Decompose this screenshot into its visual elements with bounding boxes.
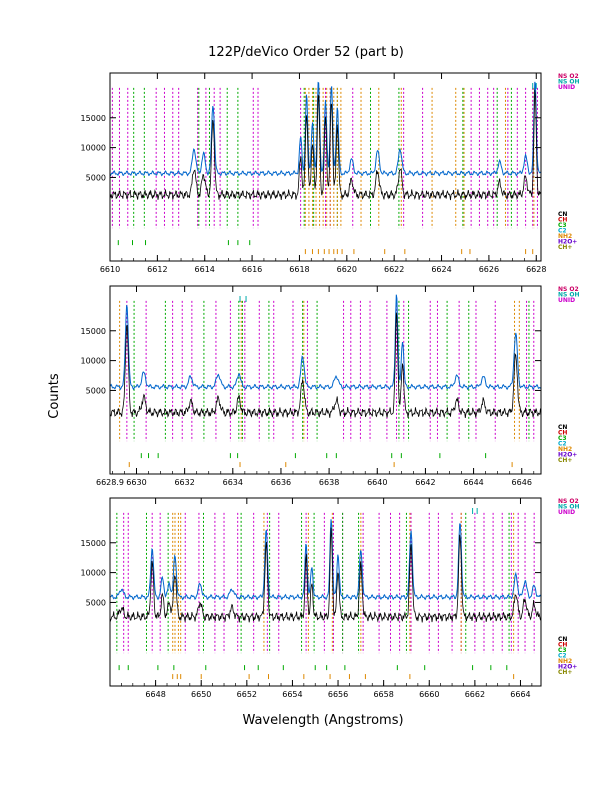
x-tick-label: 6646: [512, 478, 532, 487]
legend-lower-item: H2O+: [558, 664, 577, 671]
y-tick-label: 15000: [81, 327, 106, 336]
legend-lower-item: NH2: [558, 658, 572, 665]
x-tick-label: 6616: [242, 265, 262, 274]
legend-lower-item: H2O+: [558, 239, 577, 246]
y-tick-label: 10000: [81, 569, 106, 578]
x-tick-label: 6660: [419, 690, 439, 699]
model-series: [110, 81, 541, 177]
legend-lower-item: C2: [558, 441, 567, 448]
x-tick-label: 6630: [126, 478, 146, 487]
legend-lower-item: C2: [558, 228, 567, 235]
x-tick-label: 6658: [373, 690, 393, 699]
panel-frame: [109, 497, 542, 687]
y-tick-label: 5000: [86, 598, 106, 607]
x-tick-label: 6628.9: [96, 478, 124, 487]
x-tick-label: 6648: [145, 690, 165, 699]
panel-frame: [109, 285, 542, 475]
x-tick-label: 6612: [147, 265, 167, 274]
legend-upper-item: NS O2: [558, 498, 579, 505]
spectrum-series: [110, 312, 541, 419]
x-tick-label: 6618: [289, 265, 309, 274]
model-series: [110, 519, 541, 601]
legend-lower-item: CH: [558, 642, 567, 649]
spectrum-series: [110, 527, 541, 623]
panels-layer: 6610 6612 6614 6616 6618 6620 6622 6624 6626 6628…: [81, 72, 580, 699]
legend-lower-item: CH+: [558, 244, 572, 251]
legend-lower-item: NH2: [558, 233, 572, 240]
x-tick-label: 6640: [367, 478, 387, 487]
x-tick-label: 6614: [195, 265, 215, 274]
x-tick-label: 6624: [431, 265, 451, 274]
legend-upper-item: NS O2: [558, 73, 579, 80]
y-axis-label: Counts: [47, 373, 62, 419]
y-tick-label: 15000: [81, 539, 106, 548]
chart-title: 122P/deVico Order 52 (part b): [208, 45, 404, 60]
legend-lower-item: CN: [558, 636, 567, 643]
legend-lower-item: CH: [558, 217, 567, 224]
x-tick-label: 6644: [463, 478, 483, 487]
legend-upper-item: UNID: [558, 84, 575, 91]
legend-lower-item: C3: [558, 647, 567, 654]
legend-upper-item: NS OH: [558, 504, 580, 511]
panel-plot-area: [110, 508, 541, 680]
legend-upper-item: UNID: [558, 297, 575, 304]
x-tick-label: 6662: [465, 690, 485, 699]
x-tick-label: 6620: [337, 265, 357, 274]
x-tick-label: 6656: [328, 690, 348, 699]
panel-frame: [109, 72, 542, 262]
y-tick-label: 5000: [86, 173, 106, 182]
panel-1: 6610 6612 6614 6616 6618 6620 6622 6624 6626 6628…: [81, 72, 580, 274]
y-tick-label: 10000: [81, 144, 106, 153]
legend-upper-item: NS OH: [558, 292, 580, 299]
x-tick-label: 6638: [319, 478, 339, 487]
y-tick-label: 5000: [86, 386, 106, 395]
x-tick-label: 6632: [174, 478, 194, 487]
x-tick-label: 6636: [271, 478, 291, 487]
legend-upper-item: UNID: [558, 509, 575, 516]
legend-lower-item: C2: [558, 653, 567, 660]
x-axis-label: Wavelength (Angstroms): [242, 713, 403, 728]
x-tick-label: 6634: [223, 478, 243, 487]
legend-upper-item: NS O2: [558, 286, 579, 293]
x-tick-label: 6664: [510, 690, 530, 699]
panel-2: 6628.9 6630 6632 6634 6636 6638 6640 6642 6644 66…: [81, 285, 580, 487]
x-tick-label: 6626: [479, 265, 499, 274]
panel-3: 6648 6650 6652 6654 6656 6658 6660 6662 6664 5000…: [81, 497, 580, 699]
legend-lower-item: CN: [558, 211, 567, 218]
y-tick-label: 15000: [81, 114, 106, 123]
legend-lower-item: H2O+: [558, 452, 577, 459]
model-series: [110, 294, 541, 391]
x-tick-label: 6642: [415, 478, 435, 487]
panel-plot-area: [110, 294, 541, 468]
panel-plot-area: [110, 81, 541, 255]
y-tick-label: 10000: [81, 357, 106, 366]
legend-lower-item: CH+: [558, 669, 572, 676]
x-tick-label: 6654: [282, 690, 302, 699]
legend-lower-item: CN: [558, 424, 567, 431]
legend-lower-item: C3: [558, 435, 567, 442]
legend-upper-item: NS OH: [558, 79, 580, 86]
legend-lower-item: NH2: [558, 446, 572, 453]
legend-lower-item: CH+: [558, 457, 572, 464]
legend-lower-item: C3: [558, 222, 567, 229]
x-tick-label: 6610: [100, 265, 120, 274]
x-tick-label: 6622: [384, 265, 404, 274]
x-tick-label: 6652: [237, 690, 257, 699]
spectrum-series: [110, 89, 541, 201]
x-tick-label: 6628: [526, 265, 546, 274]
legend-lower-item: CH: [558, 430, 567, 437]
x-tick-label: 6650: [191, 690, 211, 699]
